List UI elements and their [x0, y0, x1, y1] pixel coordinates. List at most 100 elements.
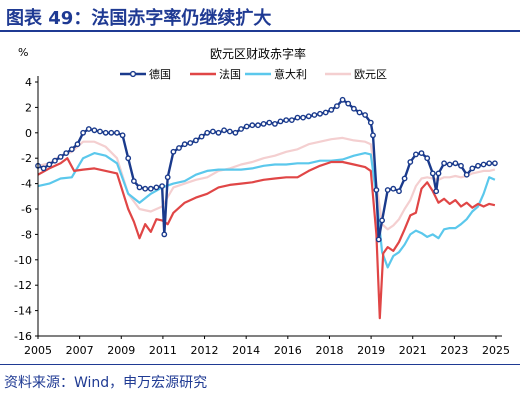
- series-line: [37, 157, 496, 320]
- x-tick-label: 2005: [24, 344, 52, 357]
- series-point: [97, 128, 103, 135]
- y-tick-label: -16: [14, 330, 32, 343]
- series-point: [226, 128, 233, 135]
- y-tick-label: -12: [14, 279, 32, 292]
- x-tick-label: 2019: [357, 344, 385, 357]
- series-point: [142, 185, 149, 192]
- series-point: [317, 110, 323, 117]
- series-point: [458, 162, 464, 169]
- series-point: [46, 161, 53, 168]
- y-tick-label: -4: [21, 178, 32, 191]
- series-point: [119, 132, 126, 139]
- series-point: [249, 122, 256, 129]
- series-point: [370, 132, 376, 139]
- series-point: [147, 185, 154, 192]
- x-tick-label: 2025: [482, 344, 510, 357]
- legend-label: 法国: [219, 67, 241, 81]
- series-point: [215, 129, 222, 136]
- series-point: [401, 175, 408, 182]
- series-point: [192, 137, 199, 144]
- series-point: [108, 129, 115, 136]
- series-point: [204, 129, 211, 136]
- series-point: [114, 129, 120, 136]
- series-line: [37, 136, 496, 231]
- legend-label: 意大利: [274, 67, 307, 81]
- x-tick-label: 2014: [232, 344, 260, 357]
- series-point: [187, 140, 194, 146]
- series-point: [396, 188, 402, 195]
- series-point: [80, 129, 87, 136]
- series-point: [159, 183, 166, 190]
- series-point: [255, 122, 261, 129]
- series-point: [491, 160, 498, 167]
- y-tick-label: -14: [14, 305, 32, 318]
- series-point: [362, 112, 368, 118]
- series-point: [243, 123, 250, 130]
- x-tick-label: 2012: [191, 344, 219, 357]
- series-point: [130, 178, 137, 185]
- series-point: [452, 160, 459, 167]
- legend-label: 德国: [149, 67, 171, 81]
- series-point: [345, 100, 352, 107]
- series-point: [463, 171, 470, 178]
- x-axis-ticks: 2005 2007 2009 2011 2012 2014 2016 2018 2019 2021…: [24, 336, 510, 357]
- series-point: [469, 165, 476, 172]
- x-tick-label: 2011: [149, 344, 177, 357]
- y-tick-label: 4: [25, 76, 32, 89]
- series-point: [322, 109, 329, 116]
- chart-legend: 德国 法国 意大利 欧元区: [120, 67, 387, 81]
- series-point: [407, 159, 414, 165]
- y-tick-label: -6: [21, 203, 32, 216]
- x-tick-label: 2021: [399, 344, 427, 357]
- series-point: [277, 118, 284, 125]
- series-group: [35, 96, 498, 320]
- y-tick-label: -2: [21, 152, 32, 165]
- axes: [37, 76, 502, 337]
- series-line: [37, 98, 495, 241]
- y-axis-ticks: 4 2 0 -2 -4 -6 -8 -10 -12 -14 -16: [14, 76, 38, 343]
- bottom-rule: [0, 364, 520, 365]
- chart-canvas: % 欧元区财政赤字率 德国 法国 意大利 欧元区 4 2 0 -2 -4 -6 -8 -10 -12 -…: [14, 46, 510, 357]
- series-point: [288, 117, 295, 124]
- source-note: 资料来源：Wind，申万宏源研究: [4, 375, 208, 391]
- series-point: [68, 146, 75, 153]
- series-point: [198, 133, 205, 140]
- series-point: [294, 114, 301, 121]
- series-point: [209, 128, 216, 135]
- series-point: [328, 107, 335, 113]
- series-point: [283, 117, 290, 124]
- series-point: [412, 151, 419, 158]
- series-point: [300, 114, 306, 121]
- series-point: [486, 160, 493, 167]
- x-tick-label: 2009: [107, 344, 135, 357]
- series-point: [418, 150, 425, 157]
- series-point: [170, 148, 177, 155]
- series-point: [446, 161, 453, 168]
- series-point: [221, 127, 228, 134]
- y-tick-label: -10: [14, 254, 32, 267]
- x-tick-label: 2023: [440, 344, 468, 357]
- x-tick-label: 2018: [315, 344, 343, 357]
- series-point: [161, 231, 168, 238]
- series-point: [424, 155, 431, 162]
- series-point: [52, 157, 58, 164]
- series-point: [429, 170, 436, 177]
- y-tick-label: -8: [21, 228, 32, 241]
- chart-title: 欧元区财政赤字率: [210, 46, 306, 61]
- legend-marker: [129, 70, 137, 78]
- y-tick-label: 2: [25, 101, 32, 114]
- x-tick-label: 2007: [66, 344, 94, 357]
- series-point: [305, 113, 312, 120]
- x-tick-label: 2016: [274, 344, 302, 357]
- series-point: [311, 112, 318, 118]
- title-rule: [0, 30, 520, 32]
- series-point: [350, 105, 357, 112]
- series-point: [57, 153, 64, 160]
- y-tick-label: 0: [25, 127, 32, 140]
- series-point: [91, 127, 98, 134]
- series-point: [379, 217, 385, 224]
- series-point: [475, 162, 481, 169]
- series-point: [266, 119, 273, 126]
- series-point: [74, 141, 81, 148]
- series-point: [333, 103, 340, 110]
